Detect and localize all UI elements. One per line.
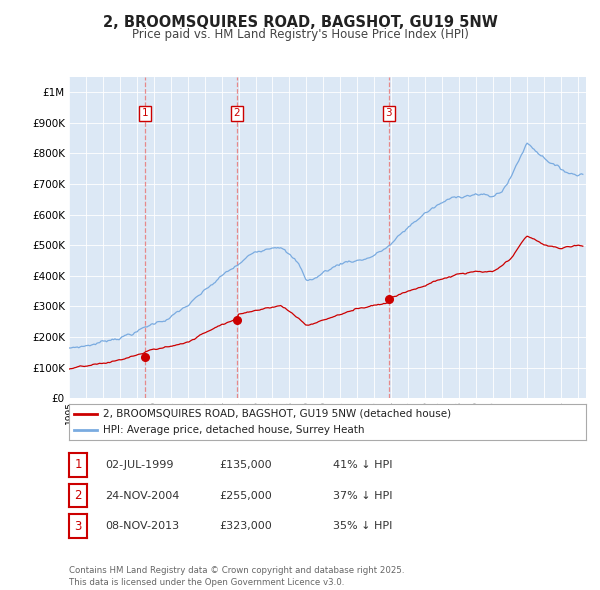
Text: £255,000: £255,000 [219,491,272,500]
Text: 08-NOV-2013: 08-NOV-2013 [105,522,179,531]
Text: HPI: Average price, detached house, Surrey Heath: HPI: Average price, detached house, Surr… [103,425,364,435]
Text: 1: 1 [74,458,82,471]
Text: 3: 3 [74,520,82,533]
Text: 02-JUL-1999: 02-JUL-1999 [105,460,173,470]
Text: 2: 2 [233,109,240,119]
Text: 35% ↓ HPI: 35% ↓ HPI [333,522,392,531]
Text: £323,000: £323,000 [219,522,272,531]
Text: £135,000: £135,000 [219,460,272,470]
Text: 2: 2 [74,489,82,502]
Text: Contains HM Land Registry data © Crown copyright and database right 2025.
This d: Contains HM Land Registry data © Crown c… [69,566,404,587]
Text: 2, BROOMSQUIRES ROAD, BAGSHOT, GU19 5NW (detached house): 2, BROOMSQUIRES ROAD, BAGSHOT, GU19 5NW … [103,409,451,419]
Text: 2, BROOMSQUIRES ROAD, BAGSHOT, GU19 5NW: 2, BROOMSQUIRES ROAD, BAGSHOT, GU19 5NW [103,15,497,30]
Text: 41% ↓ HPI: 41% ↓ HPI [333,460,392,470]
Text: 1: 1 [142,109,149,119]
Text: 24-NOV-2004: 24-NOV-2004 [105,491,179,500]
Text: 3: 3 [385,109,392,119]
Text: 37% ↓ HPI: 37% ↓ HPI [333,491,392,500]
Text: Price paid vs. HM Land Registry's House Price Index (HPI): Price paid vs. HM Land Registry's House … [131,28,469,41]
